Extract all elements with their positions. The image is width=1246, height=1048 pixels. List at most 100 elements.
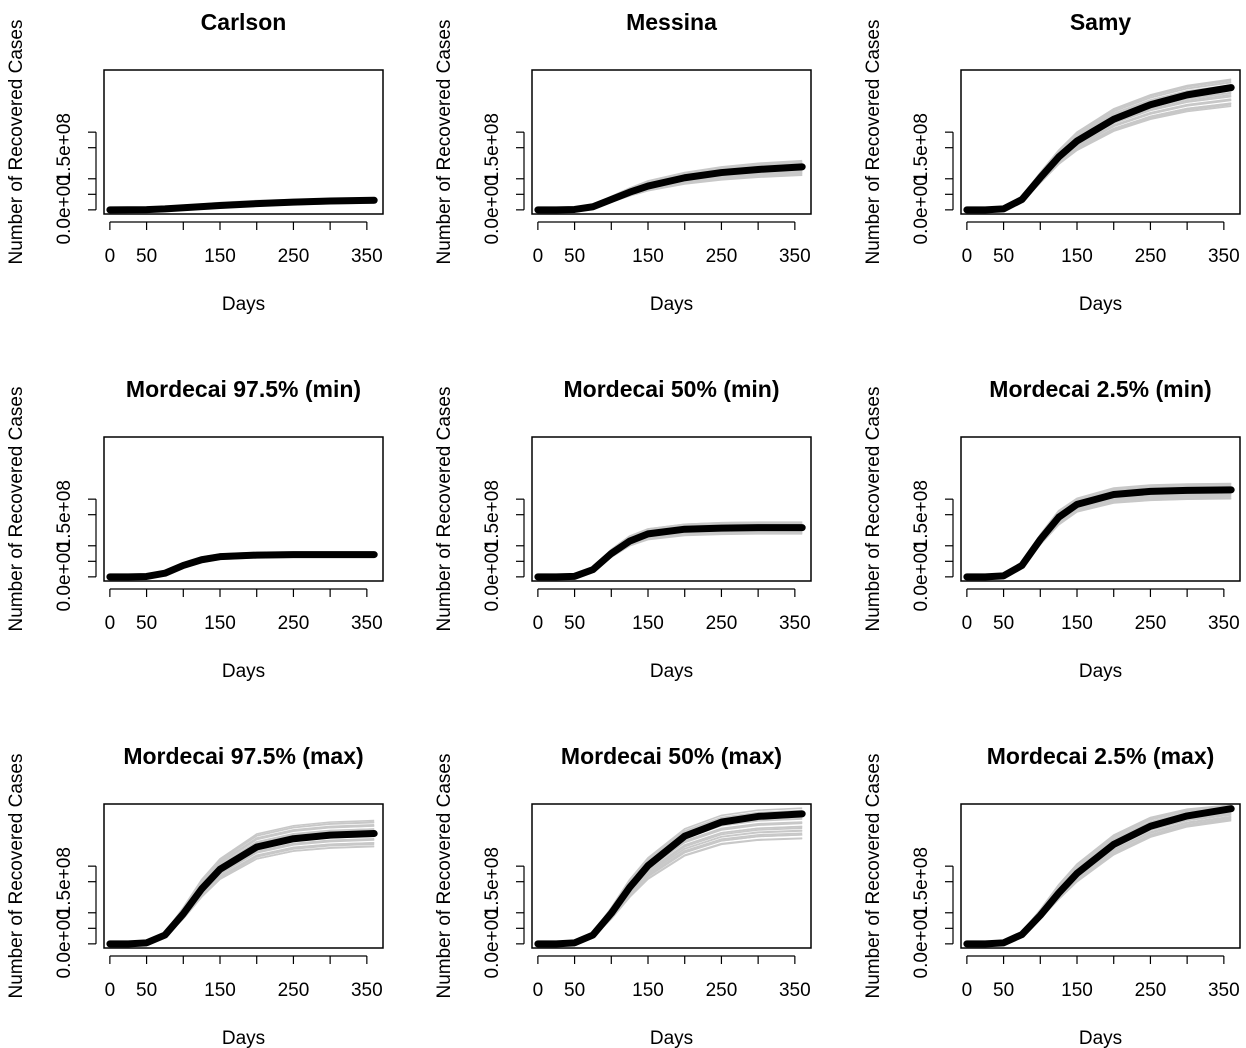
y-tick-label: 1.5e+08: [54, 480, 75, 549]
y-tick-label: 1.5e+08: [482, 113, 503, 182]
x-tick-label: 0: [105, 246, 116, 267]
x-axis-label: Days: [222, 1028, 265, 1048]
simulation-line: [109, 819, 375, 945]
x-tick-label: 0: [533, 980, 544, 1001]
y-tick-label: 0.0e+00: [482, 909, 503, 978]
x-tick-label: 250: [706, 246, 738, 267]
simulation-line: [966, 497, 1232, 578]
x-tick-label: 250: [278, 980, 310, 1001]
y-axis-label: Number of Recovered Cases: [863, 20, 884, 265]
x-tick-label: 350: [351, 980, 383, 1001]
x-tick-label: 250: [1135, 613, 1167, 634]
x-axis-label: Days: [222, 661, 265, 682]
simulation-line: [966, 95, 1232, 211]
y-axis-label: Number of Recovered Cases: [863, 387, 884, 632]
y-tick-label: 1.5e+08: [911, 480, 932, 549]
x-tick-label: 250: [278, 613, 310, 634]
y-tick-label: 1.5e+08: [482, 847, 503, 916]
y-tick-label: 0.0e+00: [54, 175, 75, 244]
simulation-line: [966, 817, 1232, 945]
x-tick-label: 350: [351, 246, 383, 267]
simulation-line: [966, 809, 1232, 945]
mean-line: [963, 486, 1235, 581]
simulation-line: [966, 807, 1232, 945]
plot-frame: [960, 436, 1241, 582]
x-tick-label: 50: [564, 246, 585, 267]
simulation-line: [537, 530, 803, 578]
x-tick-label: 250: [278, 246, 310, 267]
simulation-line: [966, 808, 1232, 945]
x-tick-label: 50: [993, 980, 1014, 1001]
y-axis-label: Number of Recovered Cases: [6, 754, 27, 999]
y-tick-label: 1.5e+08: [482, 480, 503, 549]
simulation-line: [966, 806, 1232, 945]
plot-frame: [531, 69, 812, 215]
mean-line: [534, 524, 806, 581]
simulation-line: [966, 494, 1232, 578]
panel-title: Mordecai 97.5% (min): [126, 376, 361, 402]
x-tick-label: 350: [351, 613, 383, 634]
plot-area: [534, 521, 806, 581]
mean-line: [963, 805, 1235, 948]
plot-area: [534, 159, 806, 214]
panel-title: Carlson: [201, 9, 287, 35]
panel-title: Mordecai 97.5% (max): [123, 743, 363, 769]
simulation-line: [537, 817, 803, 945]
panel-3: Samy 0 50 150 250 350 0.0e+001.5e+08 Days Number…: [863, 9, 1241, 315]
simulation-line: [966, 495, 1232, 578]
panel-title: Messina: [626, 9, 717, 35]
simulation-line: [966, 815, 1232, 945]
simulation-line: [966, 811, 1232, 945]
x-tick-label: 0: [533, 246, 544, 267]
x-tick-label: 50: [993, 613, 1014, 634]
simulation-line: [966, 807, 1232, 945]
x-tick-label: 250: [1135, 980, 1167, 1001]
y-axis-label: Number of Recovered Cases: [434, 754, 455, 999]
mean-line: [963, 84, 1235, 214]
x-tick-label: 350: [779, 980, 811, 1001]
simulation-line: [537, 533, 803, 578]
simulation-line: [966, 812, 1232, 945]
x-tick-label: 350: [1208, 613, 1240, 634]
y-tick-label: 0.0e+00: [54, 909, 75, 978]
y-tick-label: 0.0e+00: [482, 542, 503, 611]
simulation-line: [966, 94, 1232, 211]
x-tick-label: 0: [962, 246, 973, 267]
simulation-line: [966, 95, 1232, 211]
plot-frame: [103, 69, 384, 215]
mean-line: [534, 163, 806, 214]
x-tick-label: 50: [136, 246, 157, 267]
x-tick-label: 350: [779, 246, 811, 267]
x-tick-label: 350: [779, 613, 811, 634]
x-tick-label: 250: [706, 980, 738, 1001]
simulation-line: [537, 531, 803, 578]
x-tick-label: 50: [564, 980, 585, 1001]
x-tick-label: 150: [1061, 980, 1093, 1001]
x-tick-label: 150: [632, 980, 664, 1001]
panel-title: Mordecai 2.5% (max): [987, 743, 1215, 769]
panel-title: Mordecai 50% (max): [561, 743, 782, 769]
y-tick-label: 1.5e+08: [54, 113, 75, 182]
x-tick-label: 350: [1208, 980, 1240, 1001]
simulation-line: [966, 816, 1232, 945]
x-tick-label: 350: [1208, 246, 1240, 267]
plot-area: [963, 804, 1235, 948]
plot-frame: [103, 436, 384, 582]
simulation-line: [966, 99, 1232, 211]
simulation-line: [966, 805, 1232, 945]
x-tick-label: 50: [136, 613, 157, 634]
plot-area: [106, 819, 378, 948]
y-tick-label: 0.0e+00: [54, 542, 75, 611]
y-tick-label: 0.0e+00: [911, 542, 932, 611]
simulation-line: [966, 497, 1232, 578]
y-tick-label: 1.5e+08: [911, 847, 932, 916]
simulation-line: [966, 815, 1232, 945]
simulation-line: [966, 99, 1232, 211]
plot-frame: [103, 803, 384, 949]
plot-area: [534, 807, 806, 948]
mean-line: [106, 196, 378, 214]
simulation-line: [966, 819, 1232, 945]
simulation-line: [966, 810, 1232, 945]
x-axis-label: Days: [650, 661, 693, 682]
x-tick-label: 150: [204, 980, 236, 1001]
